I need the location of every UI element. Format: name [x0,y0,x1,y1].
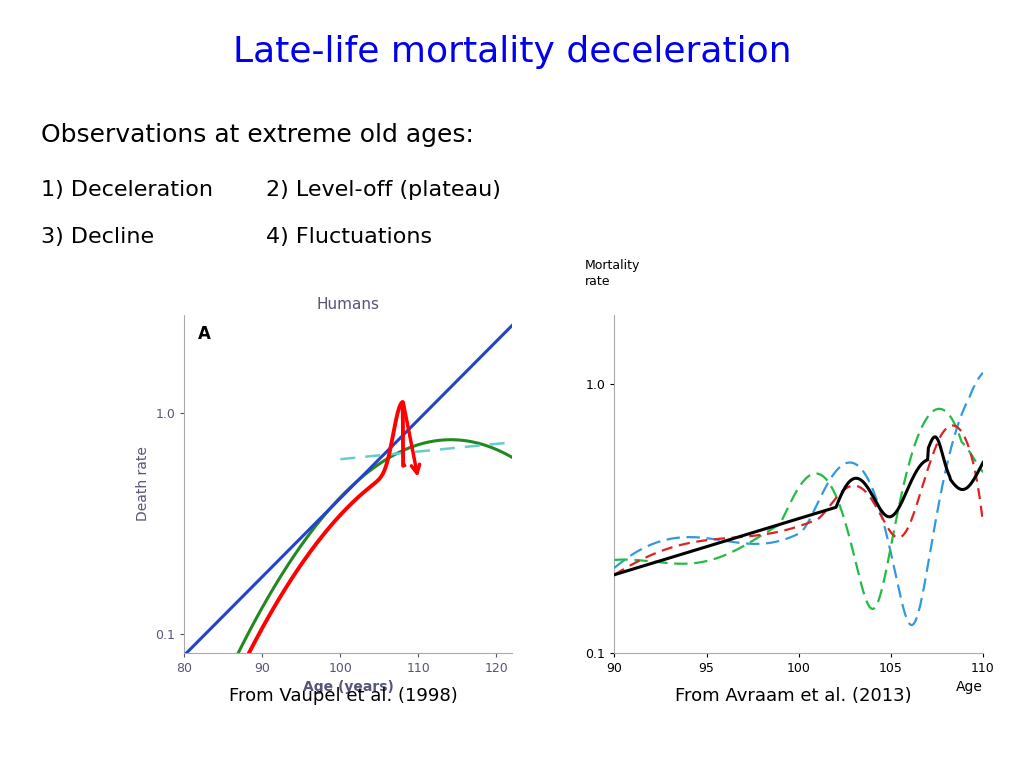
Text: 2) Level-off (plateau): 2) Level-off (plateau) [266,180,501,200]
Text: Late-life mortality deceleration: Late-life mortality deceleration [232,35,792,68]
Title: Humans: Humans [316,297,380,313]
Text: Observations at extreme old ages:: Observations at extreme old ages: [41,123,474,147]
Text: 4) Fluctuations: 4) Fluctuations [266,227,432,247]
Text: Age: Age [956,680,983,694]
Text: From Avraam et al. (2013): From Avraam et al. (2013) [675,687,912,705]
Y-axis label: Death rate: Death rate [136,446,150,521]
Text: Mortality
rate: Mortality rate [585,259,640,288]
X-axis label: Age (years): Age (years) [303,680,393,694]
Text: A: A [198,325,210,343]
Text: 1) Deceleration: 1) Deceleration [41,180,213,200]
Text: From Vaupel et al. (1998): From Vaupel et al. (1998) [228,687,458,705]
Text: 3) Decline: 3) Decline [41,227,154,247]
